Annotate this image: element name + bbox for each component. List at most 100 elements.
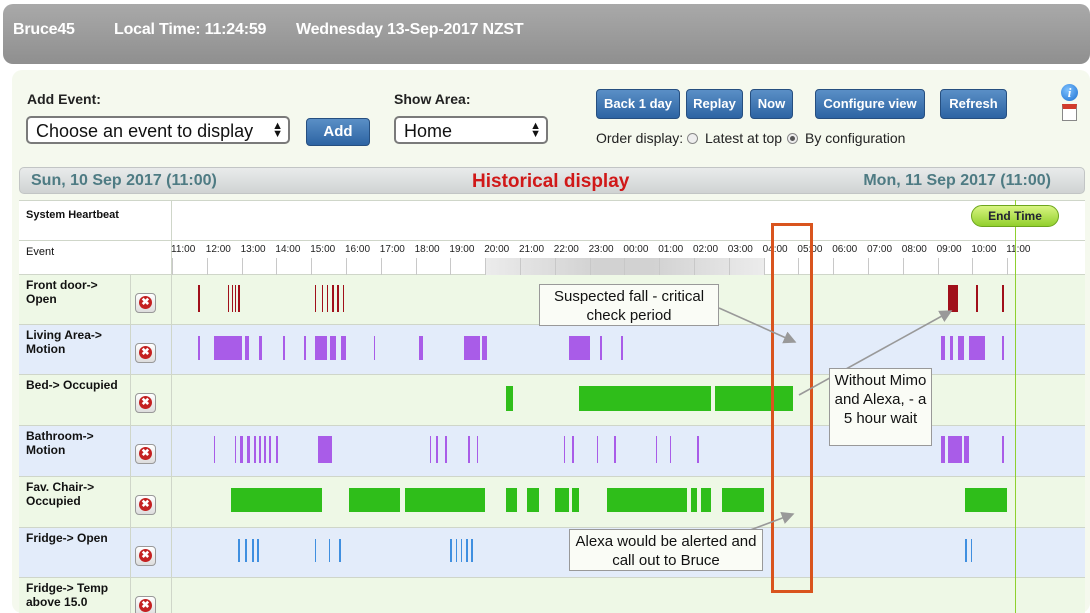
- event-row: [19, 477, 1085, 528]
- hour-tick-label: 07:00: [867, 244, 893, 255]
- remove-x-icon: ✖: [139, 396, 152, 409]
- event-mark: [572, 436, 574, 463]
- event-mark: [318, 436, 333, 463]
- info-icon[interactable]: i: [1061, 84, 1078, 101]
- date-range-bar: Sun, 10 Sep 2017 (11:00) Historical disp…: [19, 167, 1085, 194]
- event-mark: [231, 285, 234, 312]
- event-mark: [252, 539, 254, 562]
- event-mark: [349, 488, 400, 512]
- event-mark: [607, 488, 688, 512]
- configure-view-button[interactable]: Configure view: [815, 89, 925, 119]
- hour-tick: [589, 258, 591, 275]
- by-configuration-radio[interactable]: [787, 133, 798, 144]
- hour-tick-label: 02:00: [693, 244, 719, 255]
- event-mark: [445, 436, 447, 463]
- event-mark: [328, 539, 331, 562]
- select-arrows-icon: ▲ ▼: [530, 120, 541, 140]
- event-mark: [246, 436, 251, 463]
- event-mark: [464, 336, 480, 360]
- remove-row-button[interactable]: ✖: [135, 444, 156, 464]
- now-button[interactable]: Now: [750, 89, 793, 119]
- five-hour-wait-note: Without Mimo and Alexa, - a 5 hour wait: [829, 368, 932, 446]
- event-label: Event: [26, 246, 55, 258]
- hour-tick: [241, 258, 243, 275]
- event-mark: [975, 285, 978, 312]
- hour-tick-label: 20:00: [484, 244, 510, 255]
- event-mark: [321, 285, 324, 312]
- event-select[interactable]: Choose an event to display ▲ ▼: [26, 116, 290, 144]
- back-1-day-button[interactable]: Back 1 day: [596, 89, 680, 119]
- hour-tick-label: 11:00: [1006, 244, 1031, 255]
- hour-tick: [554, 258, 556, 275]
- hour-tick: [694, 258, 695, 275]
- hour-tick: [624, 258, 626, 275]
- event-mark: [340, 336, 346, 360]
- event-mark: [600, 336, 602, 360]
- hour-tick-label: 11:00: [171, 244, 196, 255]
- hour-tick-label: 17:00: [379, 244, 405, 255]
- current-date: Wednesday 13-Sep-2017 NZST: [296, 21, 524, 38]
- refresh-button[interactable]: Refresh: [940, 89, 1007, 119]
- remove-x-icon: ✖: [139, 296, 152, 309]
- hour-tick-label: 09:00: [936, 244, 962, 255]
- event-row-label: Fridge-> Temp above 15.0: [26, 581, 109, 609]
- hour-tick: [972, 258, 974, 275]
- latest-at-top-radio[interactable]: [687, 133, 698, 144]
- user-name: Bruce45: [13, 21, 75, 38]
- remove-x-icon: ✖: [139, 549, 152, 562]
- remove-row-button[interactable]: ✖: [135, 596, 156, 613]
- calendar-icon[interactable]: [1062, 104, 1077, 121]
- end-time-marker[interactable]: End Time: [971, 205, 1059, 227]
- event-mark: [965, 488, 1008, 512]
- hour-tick-label: 23:00: [588, 244, 614, 255]
- hour-tick: [415, 258, 417, 275]
- event-mark: [476, 436, 479, 463]
- event-mark: [941, 336, 945, 360]
- event-mark: [213, 336, 242, 360]
- remove-x-icon: ✖: [139, 498, 152, 511]
- event-mark: [471, 539, 473, 562]
- event-mark: [1001, 436, 1004, 463]
- add-button[interactable]: Add: [306, 118, 370, 146]
- event-mark: [970, 539, 973, 562]
- event-row-label: Front door-> Open: [26, 278, 98, 306]
- hour-tick: [346, 258, 347, 275]
- event-mark: [213, 436, 216, 463]
- hour-tick: [311, 258, 313, 275]
- hour-tick-label: 14:00: [275, 244, 301, 255]
- area-select-value: Home: [404, 121, 453, 141]
- hour-tick-label: 22:00: [553, 244, 579, 255]
- area-select[interactable]: Home ▲ ▼: [394, 116, 548, 144]
- event-mark: [572, 488, 580, 512]
- remove-row-button[interactable]: ✖: [135, 546, 156, 566]
- hour-tick: [659, 258, 661, 275]
- event-mark: [1001, 285, 1004, 312]
- event-mark: [339, 539, 341, 562]
- event-mark: [568, 336, 590, 360]
- remove-row-button[interactable]: ✖: [135, 343, 156, 363]
- event-row-label: Fridge-> Open: [26, 531, 108, 545]
- remove-x-icon: ✖: [139, 447, 152, 460]
- by-configuration-label: By configuration: [805, 130, 906, 146]
- hour-tick-label: 16:00: [345, 244, 371, 255]
- event-mark: [269, 436, 272, 463]
- hour-tick: [902, 258, 904, 275]
- hour-tick-label: 06:00: [832, 244, 858, 255]
- event-mark: [314, 285, 317, 312]
- remove-row-button[interactable]: ✖: [135, 393, 156, 413]
- heartbeat-label: System Heartbeat: [26, 209, 119, 221]
- hour-tick-label: 00:00: [623, 244, 649, 255]
- remove-row-button[interactable]: ✖: [135, 293, 156, 313]
- historical-display-title: Historical display: [472, 171, 630, 192]
- critical-period-highlight: [771, 223, 813, 593]
- event-mark: [596, 436, 599, 463]
- hour-tick: [728, 258, 730, 275]
- hour-tick-label: 04:00: [762, 244, 788, 255]
- replay-button[interactable]: Replay: [686, 89, 743, 119]
- event-mark: [234, 285, 237, 312]
- event-mark: [700, 488, 712, 512]
- remove-row-button[interactable]: ✖: [135, 495, 156, 515]
- hour-tick: [172, 258, 173, 275]
- event-row-label: Bed-> Occupied: [26, 378, 118, 392]
- event-mark: [337, 285, 339, 312]
